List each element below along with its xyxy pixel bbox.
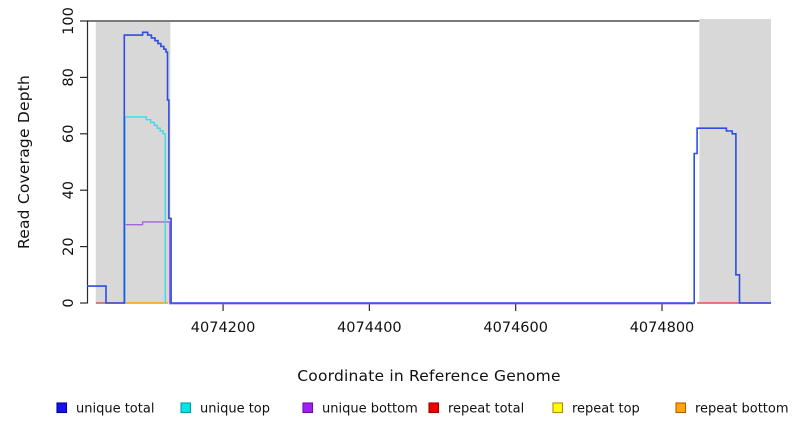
series-unique-top [124, 116, 167, 303]
legend-item-unique-bottom: unique bottom [302, 402, 418, 417]
legend-label-unique-top: unique top [200, 402, 270, 417]
legend-item-unique-top: unique top [180, 402, 270, 417]
x-tick-label: 4074200 [191, 320, 256, 336]
x-tick-label: 4074800 [630, 320, 695, 336]
legend-label-repeat-total: repeat total [448, 402, 524, 417]
y-axis-title: Read Coverage Depth [15, 74, 33, 250]
y-tick-label: 60 [61, 125, 77, 143]
legend-swatch-repeat-total [428, 402, 440, 414]
legend-label-repeat-top: repeat top [572, 402, 640, 417]
series-unique-bottom [123, 221, 695, 305]
x-tick-label: 4074600 [483, 320, 548, 336]
x-axis-title: Coordinate in Reference Genome [297, 367, 561, 385]
legend-item-repeat-top: repeat top [552, 402, 640, 417]
legend-swatch-unique-top [180, 402, 192, 414]
y-tick-label: 20 [61, 237, 77, 255]
legend-label-unique-bottom: unique bottom [322, 402, 418, 417]
legend-item-repeat-total: repeat total [428, 402, 524, 417]
y-tick-label: 80 [61, 68, 77, 86]
legend-swatch-unique-total [56, 402, 68, 414]
x-tick-label: 4074400 [337, 320, 402, 336]
series-unique-total [87, 31, 771, 304]
y-tick-label: 0 [61, 298, 77, 307]
highlight-region-left [95, 20, 171, 303]
legend-swatch-unique-bottom [302, 402, 314, 414]
legend-swatch-repeat-top [552, 402, 564, 414]
legend-item-unique-total: unique total [56, 402, 154, 417]
legend-label-repeat-bottom: repeat bottom [695, 402, 789, 417]
y-tick-label: 40 [61, 181, 77, 199]
legend-item-repeat-bottom: repeat bottom [675, 402, 789, 417]
legend: unique total unique top unique bottom repea… [56, 402, 789, 417]
legend-swatch-repeat-bottom [675, 402, 687, 414]
y-tick-label: 100 [61, 7, 77, 35]
legend-label-unique-total: unique total [76, 402, 154, 417]
